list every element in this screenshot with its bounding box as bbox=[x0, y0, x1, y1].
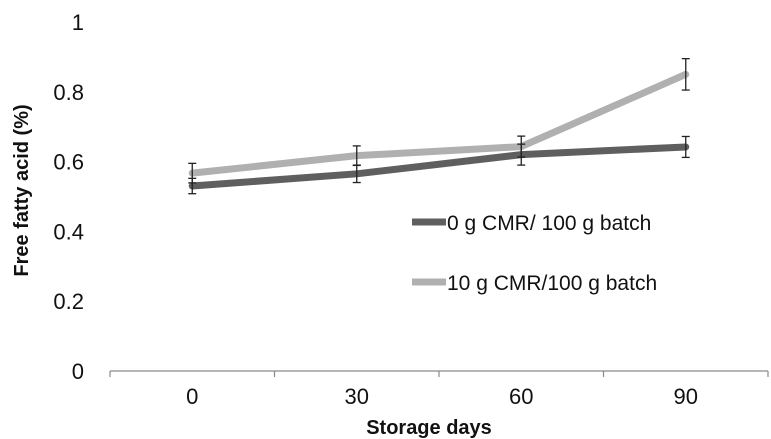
y-tick-labels: 0 0.2 0.4 0.6 0.8 1 bbox=[53, 10, 84, 384]
y-axis-title: Free fatty acid (%) bbox=[11, 104, 33, 276]
error-bar bbox=[681, 135, 690, 159]
y-tick-label: 1 bbox=[72, 10, 84, 35]
x-tick-label: 60 bbox=[509, 384, 533, 409]
error-bar bbox=[681, 57, 690, 91]
x-tick-label: 90 bbox=[674, 384, 698, 409]
legend-label: 0 g CMR/ 100 g batch bbox=[447, 212, 651, 235]
y-tick-label: 0.4 bbox=[53, 219, 84, 244]
series-layer bbox=[188, 57, 690, 195]
x-tick-label: 0 bbox=[186, 384, 198, 409]
error-bar bbox=[352, 145, 361, 167]
y-tick-label: 0.8 bbox=[53, 80, 84, 105]
error-bar bbox=[517, 135, 526, 158]
x-tick-labels: 0 30 60 90 bbox=[186, 384, 698, 409]
y-tick-label: 0.2 bbox=[53, 289, 84, 314]
legend-item: 10 g CMR/100 g batch bbox=[412, 272, 657, 295]
legend-item: 0 g CMR/ 100 g batch bbox=[412, 212, 651, 235]
y-tick-label: 0.6 bbox=[53, 150, 84, 175]
series-line-2 bbox=[188, 70, 690, 177]
legend-label: 10 g CMR/100 g batch bbox=[447, 272, 657, 295]
x-tick-label: 30 bbox=[345, 384, 369, 409]
x-axis-title: Storage days bbox=[366, 417, 492, 439]
y-tick-label: 0 bbox=[72, 359, 84, 384]
legend: 0 g CMR/ 100 g batch 10 g CMR/100 g batch bbox=[412, 212, 657, 295]
series-line-1 bbox=[188, 143, 690, 190]
error-bar bbox=[188, 162, 197, 184]
x-tick-marks bbox=[109, 371, 769, 377]
